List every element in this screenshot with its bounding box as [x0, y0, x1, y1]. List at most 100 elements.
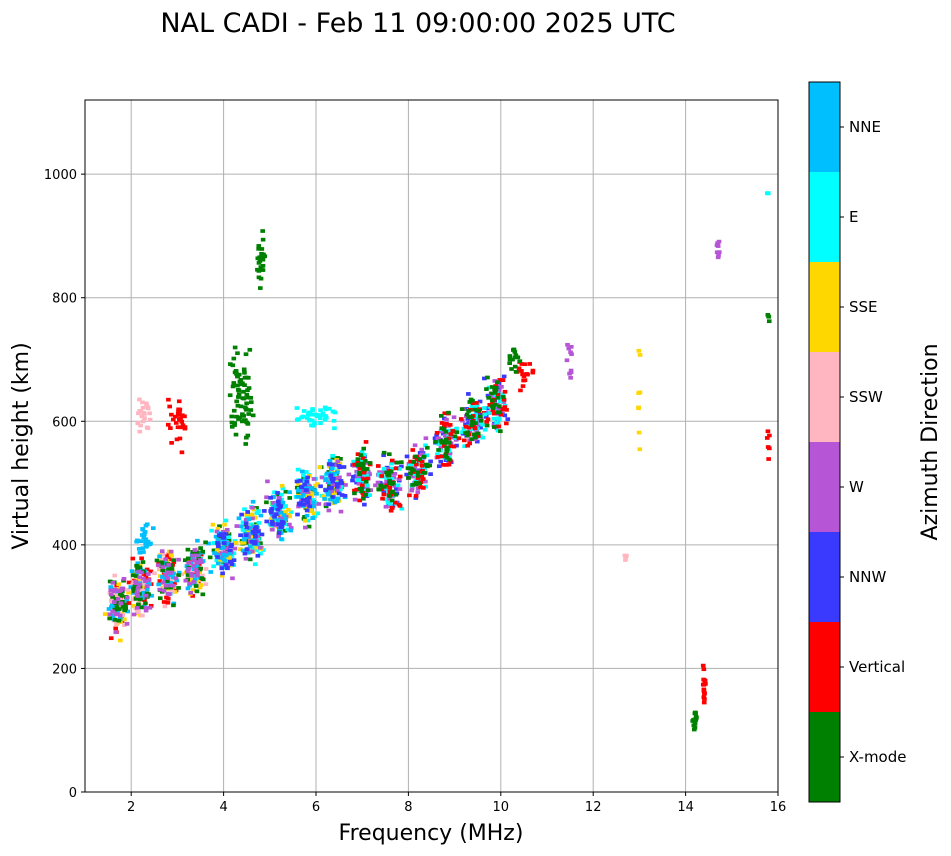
- echo-point-w: [139, 570, 144, 575]
- echo-point-nne: [143, 523, 149, 528]
- echo-point-nne: [195, 538, 200, 543]
- echo-point-x-mode: [447, 440, 452, 445]
- echo-point-sse: [233, 540, 239, 545]
- echo-point-x-mode: [485, 375, 490, 380]
- echo-point-x-mode: [409, 466, 414, 471]
- echo-point-nne: [280, 500, 286, 505]
- echo-point-vertical: [458, 417, 464, 421]
- echo-point-x-mode: [376, 487, 382, 492]
- echo-point-w: [133, 580, 139, 585]
- echo-point-nne: [145, 539, 151, 544]
- echo-point-e: [389, 466, 395, 471]
- echo-point-x-mode: [693, 711, 698, 716]
- echo-point-x-mode: [472, 407, 478, 412]
- echo-point-nnw: [269, 519, 275, 524]
- echo-point-vertical: [361, 477, 366, 482]
- echo-point-w: [159, 549, 165, 554]
- echo-point-w: [189, 573, 195, 578]
- echo-point-w: [300, 487, 306, 492]
- echo-point-x-mode: [114, 605, 120, 609]
- echo-point-e: [285, 527, 290, 532]
- echo-point-x-mode: [381, 450, 387, 455]
- echo-point-x-mode: [466, 415, 472, 419]
- echo-point-nne: [236, 516, 242, 521]
- echo-point-x-mode: [287, 496, 293, 500]
- echo-point-x-mode: [360, 464, 366, 469]
- echo-point-w: [121, 576, 127, 581]
- echo-point-x-mode: [185, 547, 191, 552]
- echo-point-vertical: [465, 443, 471, 448]
- echo-point-nnw: [269, 507, 274, 511]
- echo-point-w: [392, 471, 398, 476]
- echo-point-nnw: [294, 479, 300, 484]
- echo-point-sse: [188, 578, 194, 582]
- echo-point-x-mode: [230, 363, 236, 368]
- echo-point-nnw: [275, 499, 281, 504]
- x-axis-label: Frequency (MHz): [339, 821, 524, 846]
- echo-point-w: [442, 433, 448, 438]
- echo-point-x-mode: [250, 413, 256, 418]
- echo-point-nnw: [243, 533, 249, 537]
- echo-point-x-mode: [123, 602, 128, 607]
- echo-point-vertical: [180, 423, 186, 428]
- echo-point-nne: [247, 526, 252, 531]
- echo-point-nnw: [219, 566, 225, 571]
- echo-point-w: [329, 489, 334, 493]
- echo-point-ssw: [113, 592, 119, 597]
- echo-point-nne: [174, 578, 180, 583]
- echo-point-x-mode: [495, 410, 501, 415]
- echo-point-x-mode: [442, 440, 448, 445]
- echo-point-x-mode: [247, 347, 253, 352]
- echo-point-x-mode: [217, 524, 222, 529]
- echo-point-nnw: [428, 472, 433, 476]
- echo-point-vertical: [765, 429, 771, 434]
- echo-point-x-mode: [169, 567, 175, 571]
- echo-point-nnw: [334, 482, 340, 486]
- echo-point-sse: [296, 482, 301, 486]
- echo-point-x-mode: [169, 563, 174, 568]
- echo-point-vertical: [501, 397, 507, 402]
- echo-point-nnw: [250, 530, 256, 534]
- echo-point-e: [326, 406, 332, 411]
- echo-point-e: [317, 416, 323, 421]
- echo-point-sse: [197, 585, 203, 590]
- echo-point-vertical: [466, 425, 472, 430]
- echo-point-x-mode: [119, 593, 125, 598]
- echo-point-e: [330, 409, 336, 414]
- echo-point-vertical: [522, 362, 527, 367]
- echo-point-w: [423, 479, 428, 484]
- echo-point-sse: [302, 518, 308, 523]
- echo-point-ssw: [108, 598, 114, 603]
- echo-point-nne: [212, 551, 217, 555]
- echo-point-e: [245, 514, 251, 519]
- echo-point-vertical: [408, 459, 413, 464]
- echo-point-w: [187, 581, 192, 586]
- echo-point-nne: [311, 500, 316, 505]
- echo-point-nne: [129, 569, 135, 574]
- echo-point-nne: [283, 516, 288, 521]
- echo-point-nne: [223, 553, 229, 558]
- echo-point-x-mode: [515, 355, 521, 360]
- echo-point-x-mode: [486, 395, 492, 400]
- echo-point-x-mode: [454, 430, 460, 435]
- echo-point-w: [319, 475, 325, 480]
- echo-point-nnw: [249, 540, 255, 544]
- echo-point-x-mode: [472, 435, 478, 440]
- echo-point-ssw: [152, 571, 157, 576]
- echo-point-nnw: [336, 491, 342, 496]
- echo-point-e: [323, 407, 329, 412]
- echo-point-vertical: [108, 636, 114, 641]
- echo-point-w: [107, 612, 113, 617]
- echo-point-x-mode: [390, 489, 395, 494]
- echo-point-w: [715, 244, 721, 248]
- echo-point-e: [279, 492, 284, 497]
- echo-point-x-mode: [469, 423, 475, 428]
- echo-point-w: [198, 558, 203, 562]
- echo-point-nnw: [331, 476, 336, 481]
- echo-point-e: [482, 412, 488, 417]
- echo-point-vertical: [421, 486, 426, 490]
- echo-point-nne: [115, 610, 120, 614]
- echo-point-nne: [278, 510, 283, 515]
- echo-point-e: [435, 452, 440, 457]
- echo-point-e: [764, 191, 770, 196]
